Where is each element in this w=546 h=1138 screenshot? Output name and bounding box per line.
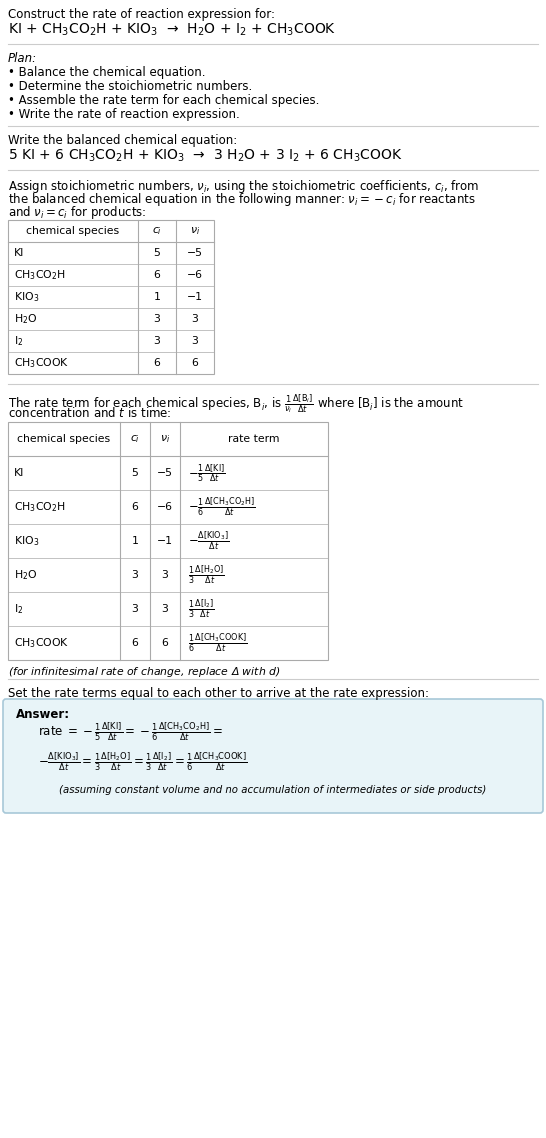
Text: 5: 5 xyxy=(132,468,139,478)
Text: Assign stoichiometric numbers, $\nu_i$, using the stoichiometric coefficients, $: Assign stoichiometric numbers, $\nu_i$, … xyxy=(8,178,479,195)
Text: KIO$_3$: KIO$_3$ xyxy=(14,290,39,304)
Text: 5: 5 xyxy=(153,248,161,258)
Text: $\frac{1}{3}\frac{\Delta[\mathrm{I_2}]}{\Delta t}$: $\frac{1}{3}\frac{\Delta[\mathrm{I_2}]}{… xyxy=(188,597,215,620)
Text: 6: 6 xyxy=(153,270,161,280)
Text: KIO$_3$: KIO$_3$ xyxy=(14,534,39,547)
Text: the balanced chemical equation in the following manner: $\nu_i = -c_i$ for react: the balanced chemical equation in the fo… xyxy=(8,191,476,208)
Text: KI + CH$_3$CO$_2$H + KIO$_3$  →  H$_2$O + I$_2$ + CH$_3$COOK: KI + CH$_3$CO$_2$H + KIO$_3$ → H$_2$O + … xyxy=(8,22,336,39)
Text: −6: −6 xyxy=(157,502,173,512)
Text: Plan:: Plan: xyxy=(8,52,37,65)
Bar xyxy=(8,422,328,660)
Text: (assuming constant volume and no accumulation of intermediates or side products): (assuming constant volume and no accumul… xyxy=(60,785,486,795)
Text: 6: 6 xyxy=(192,358,198,368)
Text: 3: 3 xyxy=(153,336,161,346)
Text: Answer:: Answer: xyxy=(16,708,70,721)
Text: $\frac{1}{3}\frac{\Delta[\mathrm{H_2O}]}{\Delta t}$: $\frac{1}{3}\frac{\Delta[\mathrm{H_2O}]}… xyxy=(188,563,224,586)
Text: 3: 3 xyxy=(192,336,198,346)
Text: The rate term for each chemical species, B$_i$, is $\frac{1}{\nu_i}\frac{\Delta[: The rate term for each chemical species,… xyxy=(8,391,464,414)
Text: 3: 3 xyxy=(162,604,168,615)
Text: • Balance the chemical equation.: • Balance the chemical equation. xyxy=(8,66,205,79)
Text: 3: 3 xyxy=(132,570,139,580)
Text: I$_2$: I$_2$ xyxy=(14,602,23,616)
Text: I$_2$: I$_2$ xyxy=(14,335,23,348)
Text: Write the balanced chemical equation:: Write the balanced chemical equation: xyxy=(8,134,238,147)
Bar xyxy=(8,220,214,374)
Text: 3: 3 xyxy=(192,314,198,324)
Text: (for infinitesimal rate of change, replace Δ with $d$): (for infinitesimal rate of change, repla… xyxy=(8,665,281,679)
Text: chemical species: chemical species xyxy=(17,434,110,444)
Text: 1: 1 xyxy=(132,536,139,546)
Text: $-\frac{1}{6}\frac{\Delta[\mathrm{CH_3CO_2H}]}{\Delta t}$: $-\frac{1}{6}\frac{\Delta[\mathrm{CH_3CO… xyxy=(188,496,256,518)
Text: $\nu_i$: $\nu_i$ xyxy=(160,434,170,445)
Text: H$_2$O: H$_2$O xyxy=(14,312,38,325)
Text: 5 KI + 6 CH$_3$CO$_2$H + KIO$_3$  →  3 H$_2$O + 3 I$_2$ + 6 CH$_3$COOK: 5 KI + 6 CH$_3$CO$_2$H + KIO$_3$ → 3 H$_… xyxy=(8,148,402,164)
Text: • Determine the stoichiometric numbers.: • Determine the stoichiometric numbers. xyxy=(8,80,252,93)
Text: Set the rate terms equal to each other to arrive at the rate expression:: Set the rate terms equal to each other t… xyxy=(8,687,429,700)
Text: $c_i$: $c_i$ xyxy=(152,225,162,237)
Text: CH$_3$CO$_2$H: CH$_3$CO$_2$H xyxy=(14,500,66,514)
Text: −1: −1 xyxy=(157,536,173,546)
Text: KI: KI xyxy=(14,468,25,478)
Text: chemical species: chemical species xyxy=(26,226,120,236)
Text: $-\frac{\Delta[\mathrm{KIO_3}]}{\Delta t}$: $-\frac{\Delta[\mathrm{KIO_3}]}{\Delta t… xyxy=(188,530,229,552)
Text: • Write the rate of reaction expression.: • Write the rate of reaction expression. xyxy=(8,108,240,121)
Text: $\frac{1}{6}\frac{\Delta[\mathrm{CH_3COOK}]}{\Delta t}$: $\frac{1}{6}\frac{\Delta[\mathrm{CH_3COO… xyxy=(188,632,247,654)
Text: 3: 3 xyxy=(162,570,168,580)
Text: concentration and $t$ is time:: concentration and $t$ is time: xyxy=(8,406,171,420)
Text: and $\nu_i = c_i$ for products:: and $\nu_i = c_i$ for products: xyxy=(8,204,146,221)
Text: 6: 6 xyxy=(132,502,139,512)
Text: −6: −6 xyxy=(187,270,203,280)
Text: Construct the rate of reaction expression for:: Construct the rate of reaction expressio… xyxy=(8,8,275,20)
Text: CH$_3$CO$_2$H: CH$_3$CO$_2$H xyxy=(14,269,66,282)
Text: −1: −1 xyxy=(187,292,203,302)
Text: −5: −5 xyxy=(187,248,203,258)
Text: $-\frac{1}{5}\frac{\Delta[\mathrm{KI}]}{\Delta t}$: $-\frac{1}{5}\frac{\Delta[\mathrm{KI}]}{… xyxy=(188,462,225,484)
Text: 3: 3 xyxy=(153,314,161,324)
Text: 6: 6 xyxy=(132,638,139,648)
Text: 6: 6 xyxy=(153,358,161,368)
Text: KI: KI xyxy=(14,248,25,258)
FancyBboxPatch shape xyxy=(3,699,543,813)
Text: 3: 3 xyxy=(132,604,139,615)
Text: rate term: rate term xyxy=(228,434,280,444)
Text: • Assemble the rate term for each chemical species.: • Assemble the rate term for each chemic… xyxy=(8,94,319,107)
Text: $\nu_i$: $\nu_i$ xyxy=(190,225,200,237)
Text: 1: 1 xyxy=(153,292,161,302)
Text: $-\frac{\Delta[\mathrm{KIO_3}]}{\Delta t} = \frac{1}{3}\frac{\Delta[\mathrm{H_2O: $-\frac{\Delta[\mathrm{KIO_3}]}{\Delta t… xyxy=(38,751,247,773)
Text: CH$_3$COOK: CH$_3$COOK xyxy=(14,356,69,370)
Text: $c_i$: $c_i$ xyxy=(130,434,140,445)
Text: 6: 6 xyxy=(162,638,168,648)
Text: H$_2$O: H$_2$O xyxy=(14,568,38,582)
Text: rate $= -\frac{1}{5}\frac{\Delta[\mathrm{KI}]}{\Delta t} = -\frac{1}{6}\frac{\De: rate $= -\frac{1}{5}\frac{\Delta[\mathrm… xyxy=(38,720,223,743)
Text: −5: −5 xyxy=(157,468,173,478)
Text: CH$_3$COOK: CH$_3$COOK xyxy=(14,636,69,650)
